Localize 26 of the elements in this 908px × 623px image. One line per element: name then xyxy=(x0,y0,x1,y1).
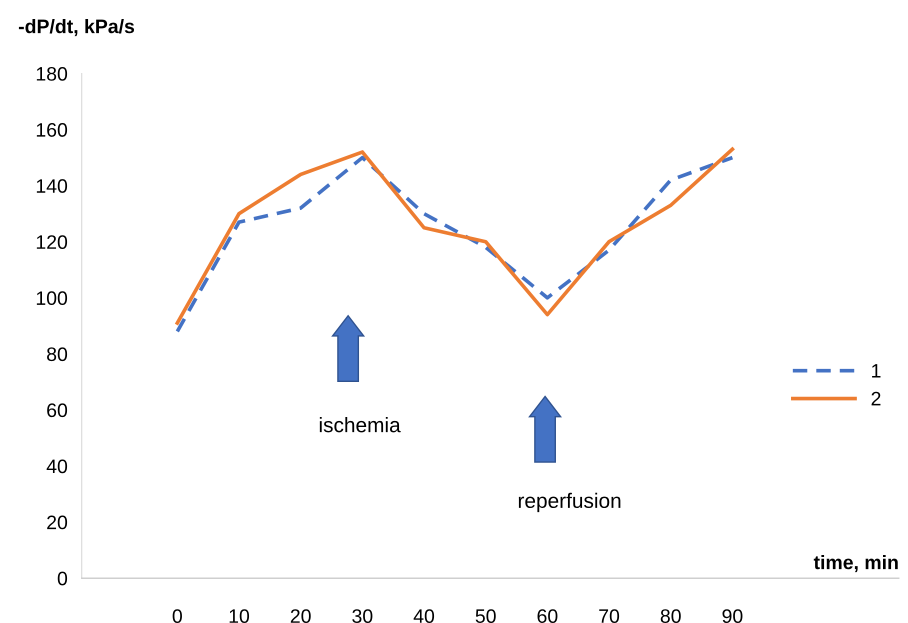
y-tick-label: 140 xyxy=(36,179,68,193)
y-tick-label: 0 xyxy=(58,572,68,586)
x-axis-title: time, min xyxy=(814,554,898,572)
y-tick-label: 100 xyxy=(36,291,68,306)
y-axis-title: -dP/dt, kPa/s xyxy=(18,18,134,36)
x-tick-label: 90 xyxy=(722,609,742,623)
x-tick-label: 10 xyxy=(230,609,250,623)
y-tick-label: 160 xyxy=(36,123,68,137)
x-tick-label: 0 xyxy=(172,609,182,623)
y-tick-label: 180 xyxy=(36,66,68,81)
x-tick-label: 30 xyxy=(352,609,372,623)
x-tick-label: 40 xyxy=(414,609,434,623)
x-tick-label: 80 xyxy=(660,609,681,623)
y-tick-label: 40 xyxy=(46,459,68,474)
y-tick-label: 20 xyxy=(47,516,68,530)
legend-label: 1 xyxy=(872,364,880,378)
x-tick-label: 70 xyxy=(599,609,620,623)
legend-label: 2 xyxy=(872,392,880,406)
x-tick-label: 20 xyxy=(290,609,311,623)
y-tick-label: 80 xyxy=(47,347,68,362)
annotation: reperfusion xyxy=(518,492,620,512)
y-tick-label: 120 xyxy=(36,235,68,249)
x-tick-label: 60 xyxy=(538,609,558,623)
annotation: ischemia xyxy=(320,417,401,432)
y-tick-label: 60 xyxy=(47,403,68,418)
x-tick-label: 50 xyxy=(476,609,496,623)
